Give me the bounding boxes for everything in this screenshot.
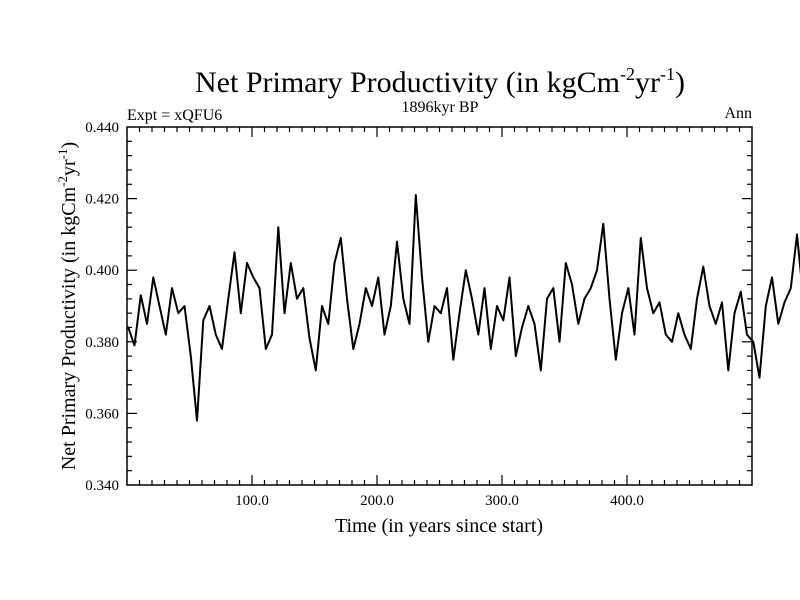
- y-tick-label: 0.420: [85, 192, 119, 208]
- chart-title: Net Primary Productivity (in kgCm-2yr-1): [195, 64, 685, 99]
- plot-frame: [126, 126, 753, 486]
- x-tick-label: 100.0: [235, 493, 269, 509]
- period-label: 1896kyr BP: [402, 99, 479, 116]
- x-tick-label: 400.0: [610, 493, 644, 509]
- y-tick-label: 0.380: [85, 335, 119, 351]
- x-tick-label: 300.0: [485, 493, 519, 509]
- npp-series-line: [127, 194, 800, 422]
- y-tick-label: 0.440: [85, 120, 119, 136]
- experiment-label: Expt = xQFU6: [127, 107, 222, 124]
- season-label: Ann: [724, 105, 752, 122]
- y-axis-label: Net Primary Productivity (in kgCm-2yr-1): [55, 142, 80, 470]
- axis-tick-labels: 100.0 200.0 300.0 400.0 0.340 0.360 0.380 0.400…: [85, 120, 644, 509]
- axis-ticks: [127, 127, 752, 485]
- y-tick-label: 0.400: [85, 263, 119, 279]
- x-axis-label: Time (in years since start): [335, 515, 543, 537]
- y-tick-label: 0.340: [85, 478, 119, 494]
- x-tick-label: 200.0: [360, 493, 394, 509]
- y-tick-label: 0.360: [85, 406, 119, 422]
